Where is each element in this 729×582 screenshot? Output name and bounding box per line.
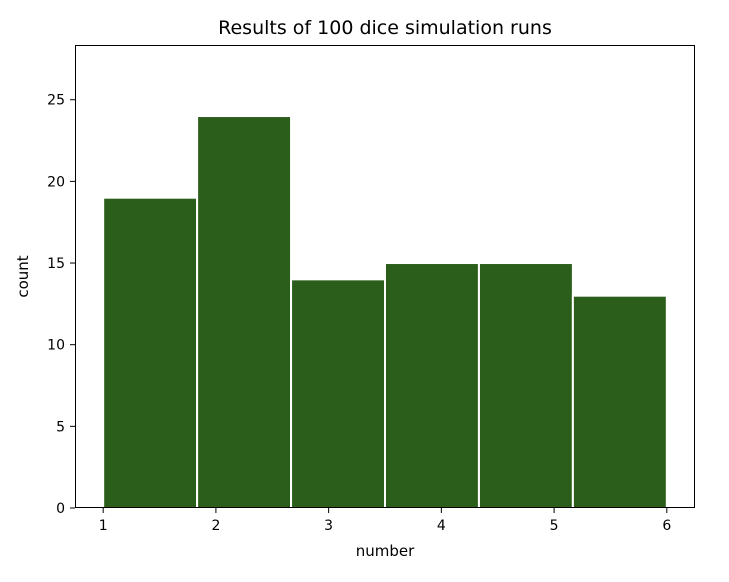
y-tick-label: 0 — [56, 501, 65, 517]
histogram-bar-5 — [477, 262, 574, 509]
y-axis-label: count — [14, 255, 32, 297]
x-tick-label: 1 — [99, 518, 108, 534]
histogram-bar-6 — [571, 294, 668, 510]
x-axis-label: number — [356, 542, 415, 560]
y-tick-label: 25 — [47, 93, 65, 109]
bars-group — [102, 115, 668, 510]
y-tick-label: 10 — [47, 338, 65, 354]
x-tick-label: 6 — [662, 518, 671, 534]
x-tick-label: 5 — [550, 518, 559, 534]
histogram-bar-3 — [290, 278, 386, 509]
chart-title: Results of 100 dice simulation runs — [218, 17, 552, 39]
plot-frame — [75, 45, 695, 508]
y-tick-label: 15 — [47, 256, 65, 272]
histogram-bar-4 — [384, 262, 480, 509]
x-tick-label: 3 — [324, 518, 333, 534]
x-tick-label: 2 — [211, 518, 220, 534]
y-tick-label: 5 — [56, 419, 65, 435]
histogram-bar-1 — [102, 196, 199, 510]
x-axis-ticks: 1 2 3 4 5 6 — [99, 508, 671, 534]
y-tick-label: 20 — [47, 174, 65, 190]
histogram-bar-2 — [196, 115, 293, 509]
x-tick-label: 4 — [437, 518, 446, 534]
y-axis-ticks: 0 5 10 15 20 25 — [47, 93, 75, 517]
